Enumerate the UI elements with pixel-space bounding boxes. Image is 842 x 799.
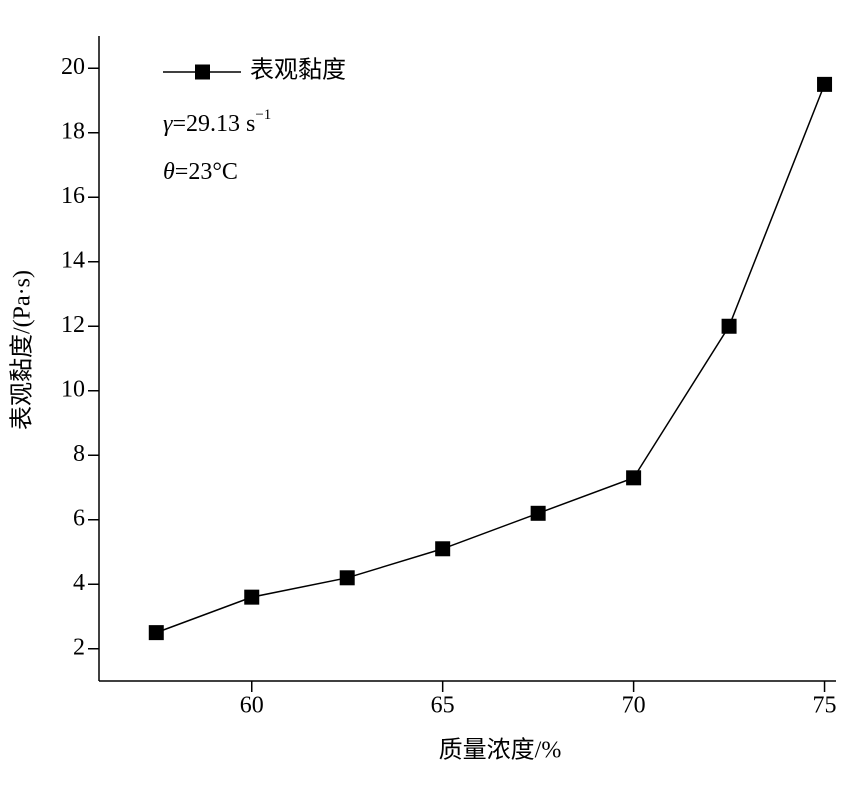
y-tick-label: 4 [73,570,85,596]
marker [435,541,451,557]
marker [530,505,546,521]
x-tick-label: 75 [813,693,837,719]
annotation-symbol: γ [163,111,173,137]
y-axis-label: 表观黏度/(Pa·s) [9,270,36,430]
annotation-sup: −1 [255,107,271,123]
annotation: γ=29.13 s−1 [163,107,271,136]
marker [817,76,833,92]
legend-label: 表观黏度 [250,57,346,84]
y-tick-label: 12 [61,312,85,338]
annotation-text: =29.13 s [172,111,255,137]
marker [626,470,642,486]
y-tick-label: 14 [61,247,85,273]
y-tick-label: 2 [73,634,85,660]
x-tick-label: 65 [431,693,455,719]
y-tick-label: 6 [73,505,85,531]
y-tick-label: 18 [61,118,85,144]
legend-marker [195,64,210,80]
y-tick-label: 10 [61,376,85,402]
marker [244,589,260,605]
y-tick-label: 20 [61,54,85,80]
x-tick-label: 70 [622,693,646,719]
x-tick-label: 60 [240,693,264,719]
marker [721,318,737,334]
y-tick-label: 16 [61,183,85,209]
y-tick-label: 8 [73,441,85,467]
annotation-text: =23°C [175,159,238,185]
line [156,84,826,634]
marker [148,625,164,641]
x-axis-label: 质量浓度/% [439,737,562,764]
annotation: θ=23°C [163,159,238,185]
marker [339,570,355,586]
annotation-symbol: θ [163,159,175,185]
